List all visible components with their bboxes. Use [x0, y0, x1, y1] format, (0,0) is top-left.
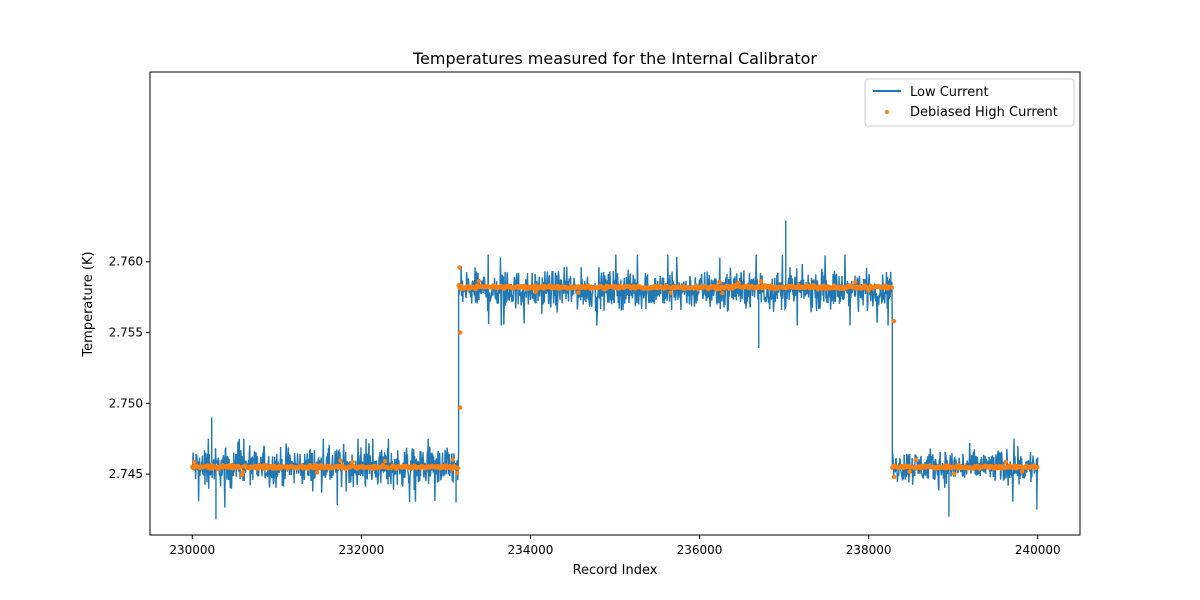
legend-box: [864, 78, 1075, 127]
high-current-point: [576, 290, 581, 295]
high-current-point: [314, 470, 320, 475]
high-current-point: [853, 279, 858, 285]
y-tick-label: 2.760: [109, 255, 143, 269]
low-current-series: [191, 220, 1039, 520]
chart-title: Temperatures measured for the Internal C…: [412, 49, 817, 68]
x-tick-label: 238000: [846, 543, 892, 557]
high-current-point: [720, 290, 725, 296]
y-axis: 2.745 2.750 2.755 2.760: [109, 255, 150, 481]
high-current-point: [457, 265, 462, 270]
high-current-point: [450, 457, 456, 463]
high-current-point: [458, 405, 463, 410]
high-current-point: [952, 471, 957, 476]
high-current-point: [455, 465, 461, 471]
legend-label-low-current: Low Current: [910, 85, 989, 100]
high-current-point: [736, 280, 741, 286]
high-current-point: [1019, 469, 1025, 474]
high-current-point: [458, 330, 463, 335]
high-current-point: [338, 458, 343, 463]
x-axis-label: Record Index: [573, 563, 658, 578]
legend: Low Current Debiased High Current: [864, 78, 1075, 127]
high-current-point: [1035, 464, 1040, 470]
legend-dot-swatch: [885, 110, 889, 114]
plot-frame: [149, 71, 1081, 536]
high-current-point: [350, 459, 355, 465]
high-current-point: [476, 278, 482, 284]
low-current-line: [191, 220, 1039, 520]
high-current-point: [533, 289, 538, 294]
x-axis: 230000 232000 234000 236000 238000 240000: [169, 535, 1061, 557]
high-current-point: [758, 279, 764, 284]
legend-label-debiased-high-current: Debiased High Current: [910, 105, 1058, 120]
y-tick-label: 2.755: [109, 326, 143, 340]
x-tick-label: 232000: [338, 543, 384, 557]
high-current-point: [913, 457, 918, 463]
x-tick-label: 236000: [677, 543, 723, 557]
high-current-point: [891, 319, 897, 324]
x-tick-label: 230000: [169, 543, 215, 557]
high-current-point: [1003, 459, 1009, 465]
x-tick-label: 234000: [508, 543, 554, 557]
high-current-point: [889, 285, 894, 290]
high-current-point: [240, 469, 246, 475]
high-current-point: [891, 474, 897, 480]
y-axis-label: Temperature (K): [81, 251, 96, 357]
y-tick-label: 2.750: [109, 396, 143, 410]
high-current-point: [382, 458, 388, 464]
y-tick-label: 2.745: [109, 467, 143, 481]
plot-area: [149, 71, 1081, 536]
high-current-point: [717, 279, 722, 285]
x-tick-label: 240000: [1015, 543, 1061, 557]
high-current-point: [668, 290, 673, 295]
high-current-point: [907, 469, 912, 474]
high-current-point: [454, 470, 460, 476]
debiased-high-current-series: [190, 265, 1040, 480]
